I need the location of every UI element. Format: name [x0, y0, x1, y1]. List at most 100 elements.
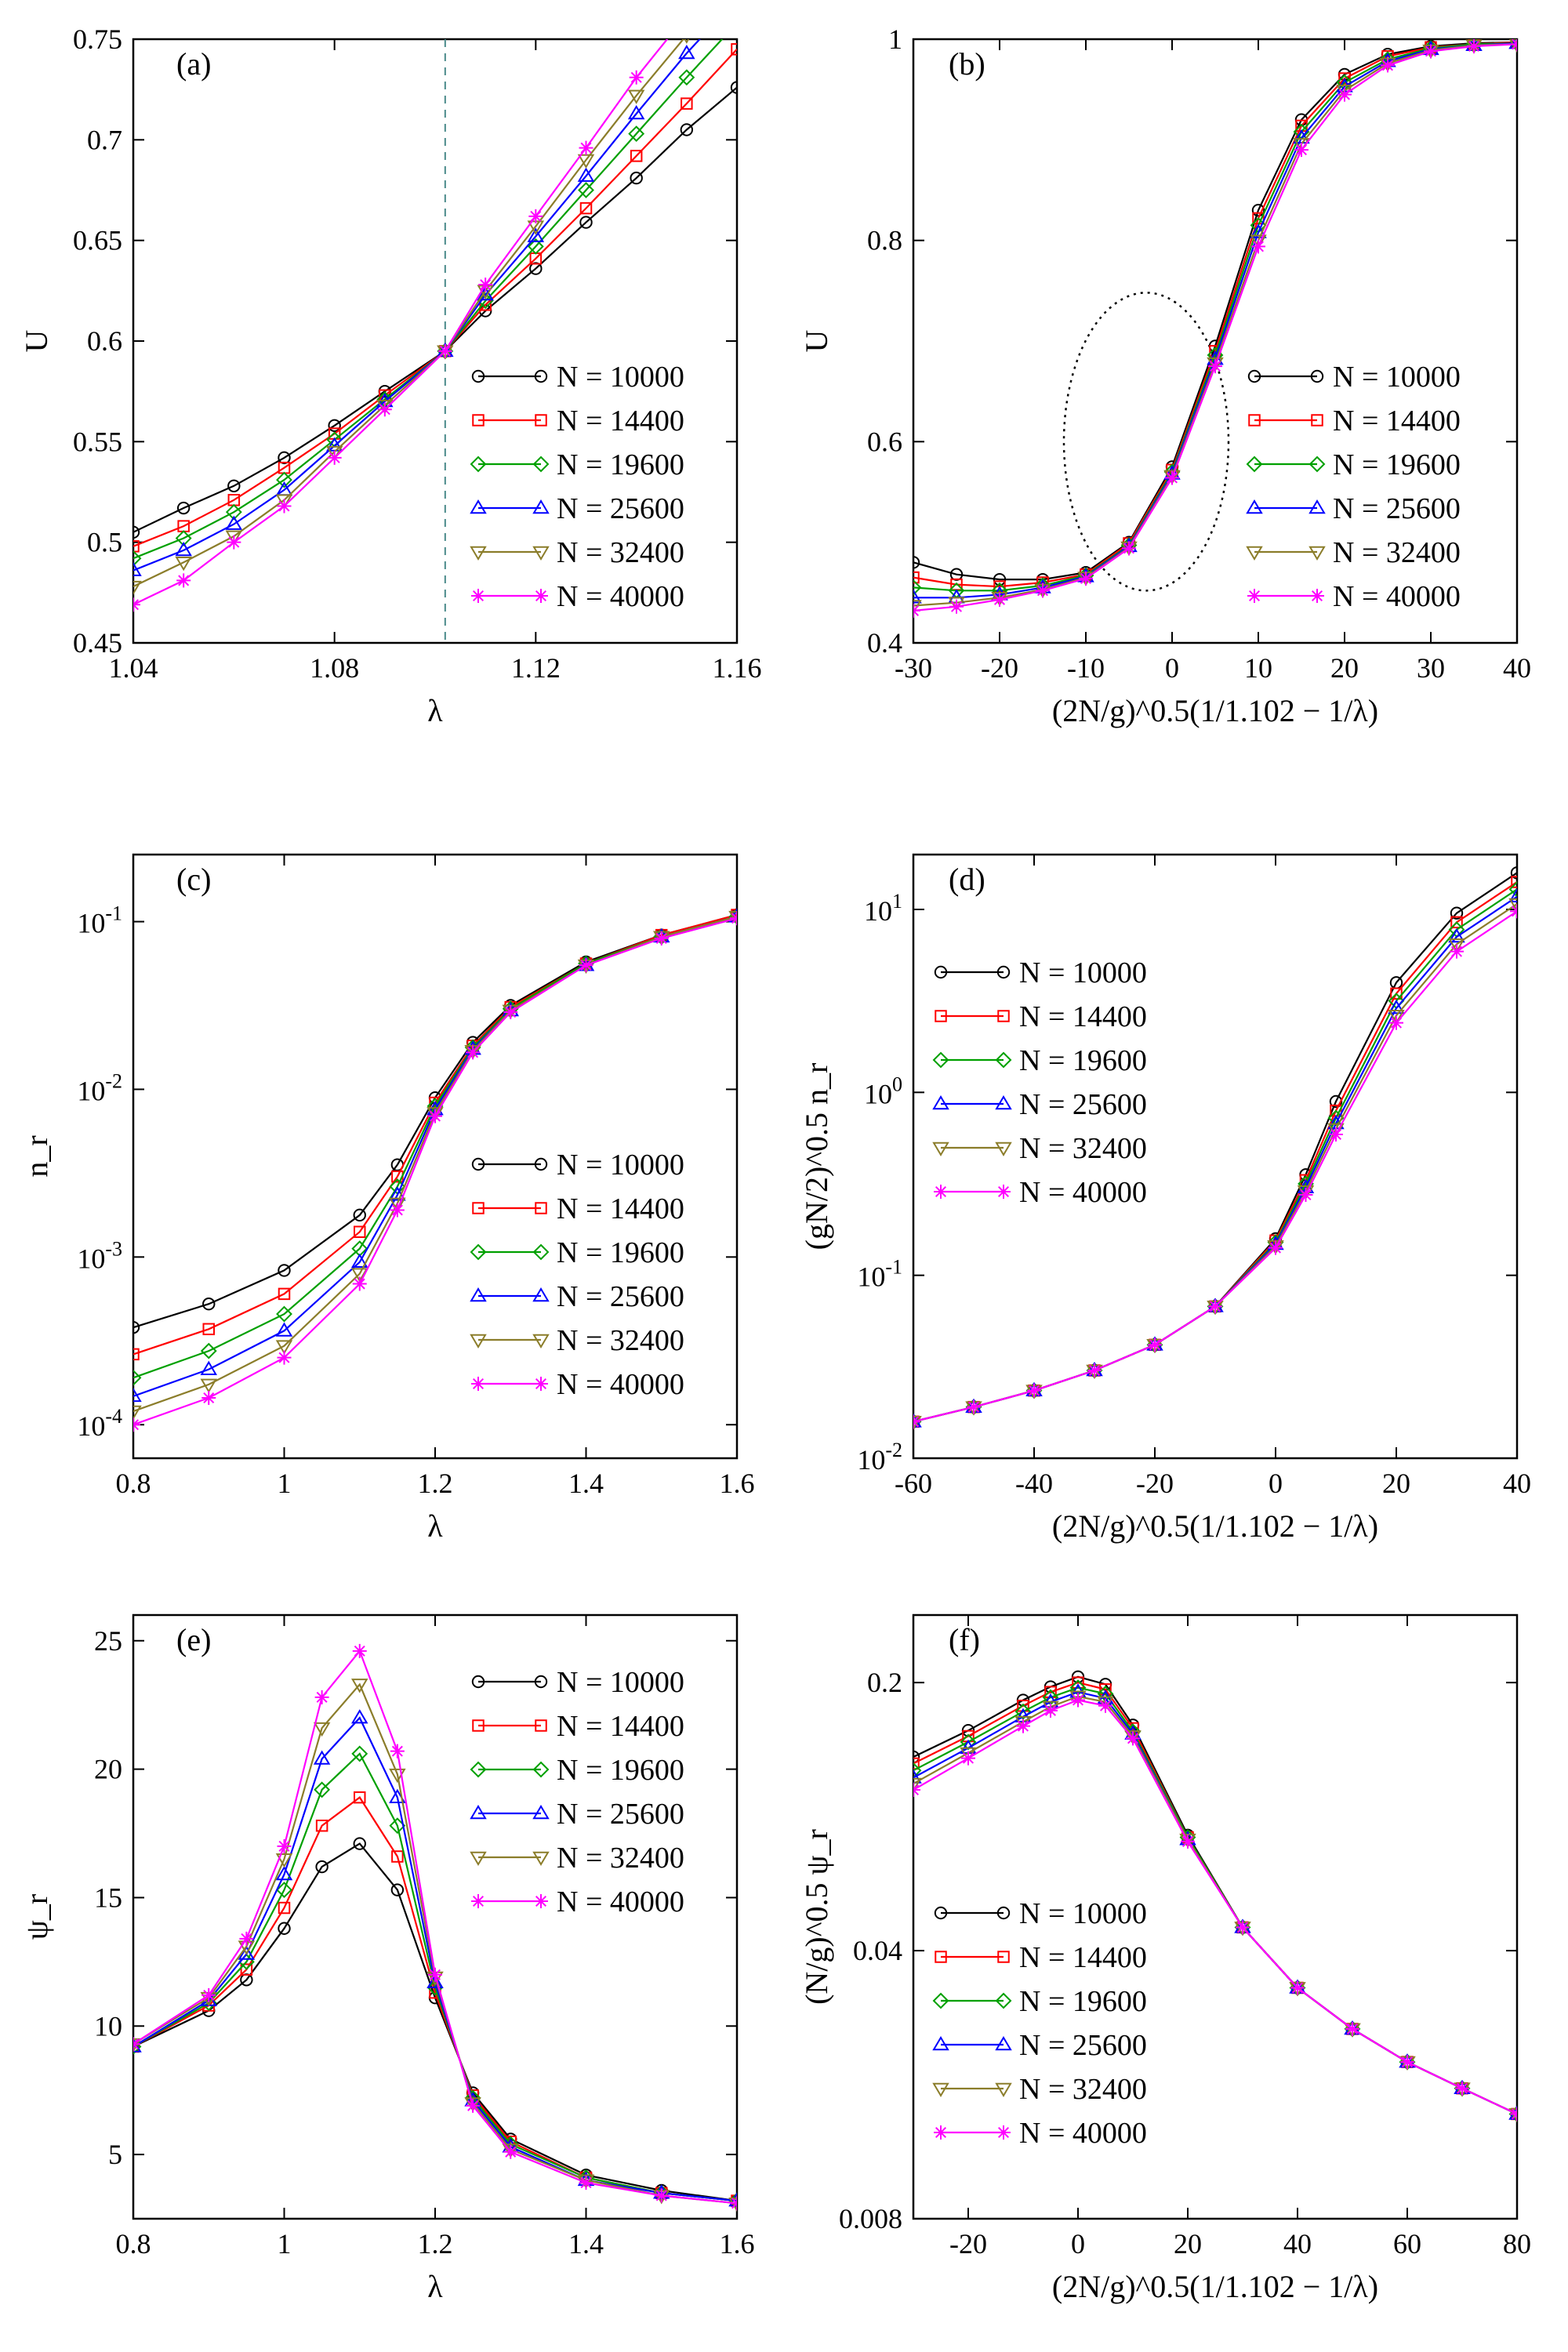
data-point-4: [133, 1387, 142, 1403]
x-tick-label: 1.4: [568, 1468, 604, 1499]
x-tick-label: 1: [278, 2228, 292, 2259]
x-tick-label: 0: [1071, 2228, 1085, 2259]
data-point-1: [680, 123, 694, 136]
data-point-3: [175, 530, 192, 546]
legend-marker: [1246, 546, 1263, 561]
y-tick-label: 10-2: [77, 1069, 122, 1106]
legend-marker: [535, 414, 547, 426]
legend-marker: [997, 1951, 1010, 1963]
x-tick-label: 20: [1382, 1468, 1410, 1499]
series-group: [133, 39, 737, 612]
y-tick-label: 20: [94, 1754, 122, 1785]
data-point-1: [328, 419, 341, 432]
data-point-4: [477, 285, 494, 301]
data-point-6: [327, 450, 342, 465]
data-point-5: [627, 89, 645, 104]
y-axis-label: ψ_r: [19, 1894, 54, 1940]
y-tick-label: 0.5: [87, 527, 122, 558]
x-axis-label: (2N/g)^0.5(1/1.102 − 1/λ): [1052, 1508, 1378, 1544]
x-tick-label: 1.6: [720, 2228, 755, 2259]
data-point-6: [437, 343, 452, 358]
legend-entry: N = 25600: [1333, 492, 1461, 525]
x-tick-label: 0: [1165, 652, 1179, 684]
data-point-6: [466, 1045, 481, 1060]
legend-entry: N = 19600: [1019, 1044, 1147, 1077]
legend-entry: N = 40000: [557, 580, 684, 613]
legend-entry: N = 10000: [1333, 361, 1461, 394]
data-point-5: [275, 1340, 293, 1355]
data-point-2: [579, 201, 593, 215]
data-point-3: [133, 1369, 142, 1386]
series-group: [913, 866, 1517, 1431]
data-point-6: [1510, 904, 1517, 919]
data-point-2: [391, 1850, 404, 1863]
legend-marker: [470, 1287, 487, 1302]
y-tick-exp: 1: [892, 890, 902, 913]
legend-marker: [935, 1951, 947, 1963]
data-point-5: [175, 557, 192, 572]
data-point-6: [503, 2144, 518, 2159]
legend-marker: [935, 1010, 947, 1022]
legend-marker: [534, 1675, 548, 1689]
data-point-5: [275, 1853, 293, 1868]
data-point-4: [627, 104, 645, 120]
data-point-6: [1044, 1703, 1058, 1718]
legend-marker: [995, 2082, 1012, 2097]
data-point-5: [1250, 234, 1267, 249]
data-point-5: [1508, 898, 1517, 913]
data-point-6: [1036, 583, 1050, 598]
legend-entry: N = 10000: [1019, 1897, 1147, 1930]
data-point-4: [275, 1865, 293, 1881]
data-point-2: [630, 150, 643, 162]
data-point-3: [351, 1745, 368, 1762]
y-tick-label: 10-4: [77, 1405, 122, 1442]
data-point-2: [731, 43, 737, 56]
legend: N = 10000 N = 14400 N = 19600 N = 25600 N = …: [470, 361, 684, 613]
x-tick-label: 1.08: [310, 652, 359, 684]
legend-marker: [470, 1761, 487, 1778]
series-line-3: [133, 916, 737, 1379]
legend-marker: [532, 1761, 550, 1778]
data-point-6: [1450, 944, 1464, 959]
legend: N = 10000 N = 14400 N = 19600 N = 25600 N = …: [470, 1149, 684, 1401]
panel-label: (c): [176, 862, 211, 897]
legend-marker: [932, 1992, 949, 2009]
legend-entry: N = 25600: [1019, 2029, 1147, 2062]
legend-marker: [534, 369, 548, 383]
data-point-6: [629, 70, 644, 85]
data-point-3: [1014, 1703, 1032, 1720]
legend-marker: [471, 369, 485, 383]
data-point-6: [1236, 1920, 1250, 1935]
data-point-4: [133, 561, 142, 576]
x-tick-label: 1.04: [109, 652, 158, 684]
data-point-3: [314, 1781, 331, 1798]
legend-marker: [1247, 589, 1261, 603]
data-point-1: [353, 1837, 366, 1850]
x-tick-label: 0.8: [116, 2228, 151, 2259]
y-tick-label: 0.6: [87, 325, 122, 357]
y-tick-label: 0.7: [87, 124, 122, 155]
data-point-2: [315, 1819, 328, 1832]
data-point-6: [428, 1967, 442, 1982]
data-point-1: [278, 1922, 291, 1935]
data-point-1: [390, 1883, 405, 1896]
legend-marker: [470, 1851, 487, 1866]
data-point-5: [133, 2038, 142, 2053]
data-point-5: [913, 1416, 922, 1431]
legend-marker: [1308, 546, 1326, 561]
legend-entry: N = 32400: [557, 536, 684, 569]
legend-marker: [1308, 456, 1326, 473]
series-line-4: [133, 1716, 737, 2202]
legend-entry: N = 14400: [1019, 1000, 1147, 1033]
series-line-4: [913, 895, 1517, 1423]
plot-frame: [912, 38, 1519, 644]
y-tick-label: 10-3: [77, 1237, 122, 1274]
data-point-6: [1455, 2081, 1469, 2096]
series-group: [913, 39, 1517, 618]
x-tick-label: 40: [1503, 1468, 1531, 1499]
data-point-6: [239, 1931, 254, 1946]
x-tick-label: 1.16: [713, 652, 762, 684]
legend-marker: [996, 1906, 1011, 1920]
legend-marker: [1246, 456, 1263, 473]
